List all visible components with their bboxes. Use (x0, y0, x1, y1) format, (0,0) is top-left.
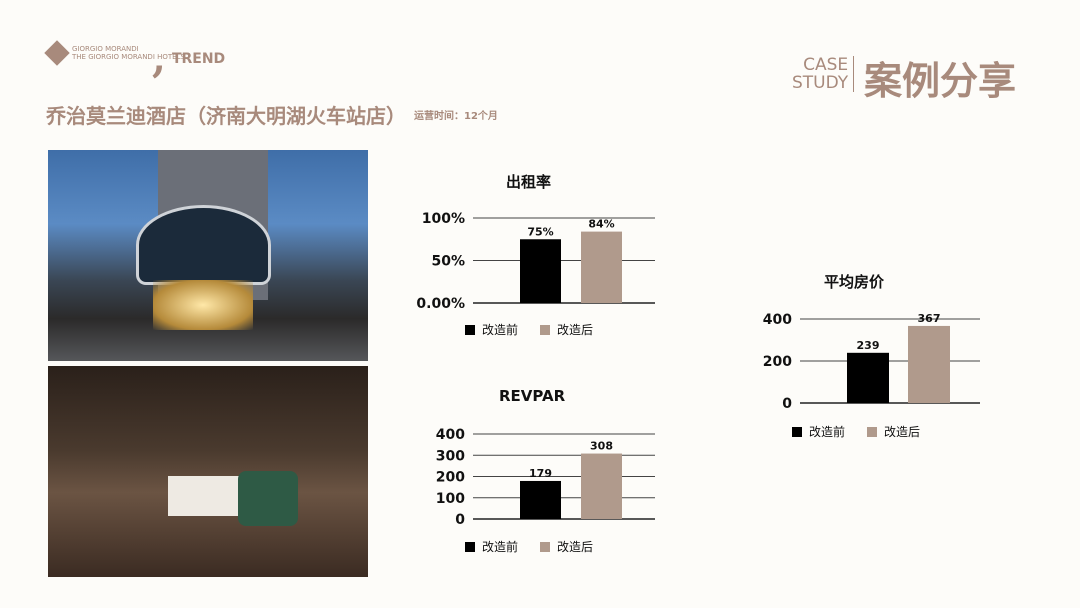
giorgio-morandi-logo: GIORGIO MORANDI THE GIORGIO MORANDI HOTEL… (44, 40, 185, 66)
case-line2: STUDY (792, 73, 849, 93)
case-line1: CASE (803, 55, 849, 75)
logo-line2: THE GIORGIO MORANDI HOTELS (72, 53, 185, 61)
trend-logo: , TREND (152, 35, 226, 82)
legend-swatch-icon (540, 542, 551, 552)
chart-title: 平均房价 (824, 273, 885, 291)
data-label: 367 (918, 312, 941, 325)
bar-after (908, 325, 950, 403)
chart-legend: 改造前 改造后 (465, 321, 593, 338)
y-tick-label: 0 (782, 396, 792, 412)
bar-after (581, 231, 622, 303)
chart-title: REVPAR (499, 387, 566, 405)
chart-title: 出租率 (506, 173, 552, 191)
legend-label: 改造前 (482, 323, 519, 337)
chart-legend: 改造前 改造后 (792, 423, 920, 440)
data-label: 75% (527, 225, 553, 238)
legend-label: 改造后 (557, 540, 594, 554)
trend-text: TREND (171, 51, 226, 67)
logo-line1: GIORGIO MORANDI (72, 45, 139, 53)
bar-before (520, 480, 561, 519)
legend-item-after: 改造后 (540, 321, 593, 338)
hotel-room-photo (48, 366, 368, 577)
legend-item-after: 改造后 (540, 538, 593, 555)
quote-mark-icon: , (152, 35, 166, 82)
y-tick-label: 100 (436, 491, 465, 507)
y-tick-label: 50% (431, 254, 465, 270)
legend-swatch-icon (540, 325, 551, 335)
legend-label: 改造前 (482, 540, 519, 554)
data-label: 179 (529, 467, 552, 480)
data-label: 84% (588, 218, 614, 231)
chart-legend: 改造前 改造后 (465, 538, 593, 555)
page-title: 乔治莫兰迪酒店（济南大明湖火车站店） (46, 104, 406, 128)
legend-swatch-icon (792, 427, 802, 437)
legend-item-before: 改造前 (465, 321, 518, 338)
data-label: 308 (590, 440, 613, 453)
y-tick-label: 200 (763, 354, 792, 370)
y-tick-label: 200 (436, 470, 465, 486)
y-tick-label: 400 (436, 427, 465, 443)
legend-item-before: 改造前 (465, 538, 518, 555)
y-tick-label: 0.00% (416, 296, 465, 312)
y-tick-label: 0 (455, 512, 465, 528)
data-label: 239 (857, 339, 880, 352)
hotel-exterior-photo (48, 150, 368, 361)
case-share-heading: 案例分享 (864, 59, 1017, 103)
legend-swatch-icon (465, 325, 475, 335)
legend-item-before: 改造前 (792, 423, 845, 440)
y-tick-label: 300 (436, 448, 465, 464)
case-study-label: CASE STUDY (792, 55, 855, 93)
legend-label: 改造后 (884, 425, 921, 439)
operation-time: 运营时间：12个月 (414, 111, 498, 122)
legend-swatch-icon (465, 542, 475, 552)
bar-before (520, 239, 561, 303)
legend-label: 改造后 (557, 323, 594, 337)
bar-after (581, 453, 622, 519)
legend-item-after: 改造后 (867, 423, 920, 440)
y-tick-label: 400 (763, 312, 792, 328)
legend-label: 改造前 (809, 425, 846, 439)
y-tick-label: 100% (422, 211, 465, 227)
legend-swatch-icon (867, 427, 878, 437)
bar-before (847, 352, 889, 403)
